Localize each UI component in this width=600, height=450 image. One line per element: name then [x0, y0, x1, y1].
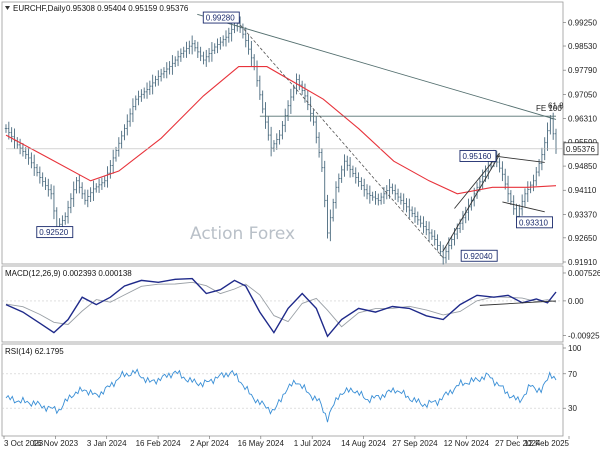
time-tick-label: 12 Nov 2024 [444, 439, 490, 448]
time-tick-label: 16 Nov 2023 [33, 439, 79, 448]
chart-title: EURCHF,Daily [13, 4, 65, 13]
macd-line [5, 277, 557, 338]
falling-trendline [197, 13, 557, 120]
rsi-layer: 100 70 30 [2, 344, 582, 423]
time-tick-label: 3 Jan 2024 [87, 439, 127, 448]
level-label-text: 0.95160 [462, 152, 491, 161]
macd-title: MACD(12,26,9) 0.002393 0.000138 [5, 269, 132, 278]
watermark: Action Forex [190, 224, 295, 244]
rsi-tick-label: 100 [568, 344, 582, 353]
last-price-box [563, 142, 599, 156]
time-tick-label: 2 Apr 2024 [190, 439, 229, 448]
triangle-lower-line [502, 201, 545, 213]
rsi-title: RSI(14) 62.1795 [5, 347, 64, 356]
moving-average-line [5, 66, 557, 195]
level-label-text: 0.93310 [519, 218, 548, 227]
price-tick-label: 0.94110 [568, 186, 597, 195]
last-price-label: 0.95376 [566, 145, 595, 154]
rsi-line [5, 368, 557, 423]
time-tick-label: 27 Sep 2024 [392, 439, 438, 448]
level-label-box [202, 11, 240, 24]
time-tick-label: 27 Dec 2024 [495, 439, 541, 448]
level-label-box [516, 216, 553, 229]
time-tick-label: 14 Aug 2024 [341, 439, 386, 448]
time-tick-label: 1 Jul 2024 [294, 439, 331, 448]
price-tick-label: 0.97790 [568, 66, 597, 75]
level-label-text: 0.92520 [39, 228, 68, 237]
rsi-tick-label: 70 [568, 370, 577, 379]
triangle-upper-line [493, 155, 545, 163]
level-label-text: 0.92040 [464, 252, 493, 261]
fe-label: FE 100 [536, 104, 562, 113]
rsi-tick-label: 30 [568, 404, 577, 413]
level-label-box [460, 249, 498, 262]
price-tick-label: 0.99250 [568, 19, 597, 28]
macd-tick-label: -0.009252 [568, 332, 600, 341]
rsi-panel-frame [1, 343, 564, 437]
chart-title-icon [5, 6, 10, 10]
annotation-layer: 0.99280 0.92520 0.92040 0.95160 0.93310 FE 10… [36, 11, 599, 262]
channel-support-line [442, 154, 500, 252]
price-tick-label: 0.93370 [568, 210, 597, 219]
price-series-layer [4, 13, 563, 265]
projection-line [236, 21, 444, 259]
price-tick-label: 0.92650 [568, 234, 597, 243]
time-tick-label: 3 Oct 2023 [4, 439, 44, 448]
price-tick-label: 0.91910 [568, 258, 597, 267]
macd-trendline [479, 300, 557, 306]
macd-tick-label: 0.00 [568, 297, 584, 306]
time-tick-label: 16 May 2024 [238, 439, 285, 448]
price-tick-label: 0.94850 [568, 162, 597, 171]
channel-resistance-line [454, 152, 500, 209]
ohlc-readout: 0.95308 0.95404 0.95159 0.95376 [66, 4, 189, 13]
fib-label: 61.8 [548, 101, 564, 110]
price-tick-label: 0.97050 [568, 90, 597, 99]
level-label-box [459, 150, 497, 162]
level-label-box [36, 226, 74, 239]
price-tick-label: 0.98530 [568, 42, 597, 51]
level-label-text: 0.99280 [206, 14, 235, 23]
price-tick-label: 0.96310 [568, 114, 597, 123]
time-tick-label: 12 Feb 2025 [524, 439, 569, 448]
time-tick-label: 16 Feb 2024 [136, 439, 181, 448]
macd-signal-line [5, 281, 557, 328]
macd-layer: 0.007526 0.00 -0.009252 [2, 269, 600, 341]
macd-tick-label: 0.007526 [568, 269, 600, 278]
